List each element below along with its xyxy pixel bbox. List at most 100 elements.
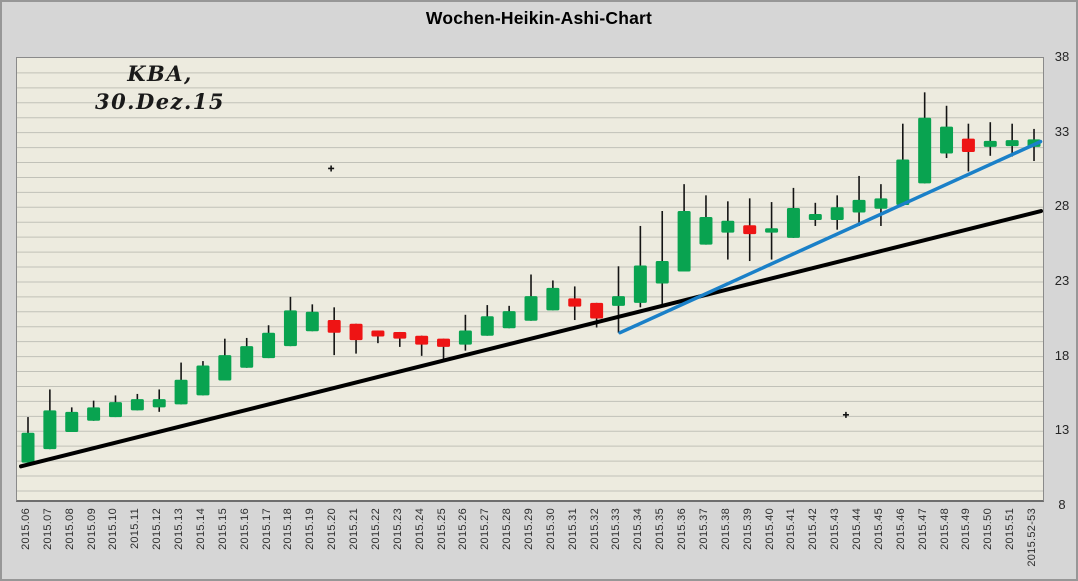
candle-2015.35: [655, 211, 669, 306]
candle-2015.43: [830, 195, 844, 230]
candle-body-up: [546, 287, 560, 311]
x-tick-label-2015.26: 2015.26: [457, 508, 470, 550]
candle-body-up: [87, 407, 101, 421]
candle-body-up: [633, 265, 647, 303]
candle-2015.15: [218, 338, 232, 381]
x-tick-label-2015.22: 2015.22: [369, 508, 382, 550]
candle-body-up: [196, 365, 210, 396]
candle-body-up: [611, 296, 625, 306]
candle-body-up: [896, 159, 910, 206]
x-tick-label-2015.49: 2015.49: [960, 508, 973, 550]
candle-2015.51: [1005, 123, 1019, 157]
chart-title: Wochen-Heikin-Ashi-Chart: [425, 8, 653, 28]
annotation-symbol: KBA,: [127, 61, 193, 86]
candle-body-up: [524, 296, 538, 321]
x-tick-label-2015.50: 2015.50: [982, 508, 995, 550]
candle-body-up: [458, 330, 472, 345]
candle-2015.41: [786, 187, 800, 238]
x-tick-label-2015.16: 2015.16: [238, 508, 251, 550]
candle-2015.07: [43, 389, 57, 450]
candle-body-up: [830, 207, 844, 220]
candle-body-down: [590, 302, 604, 319]
x-tick-label-2015.27: 2015.27: [479, 508, 492, 550]
x-tick-label-2015.28: 2015.28: [501, 508, 514, 550]
candle-body-up: [786, 208, 800, 238]
candle-2015.50: [983, 122, 997, 156]
y-tick-label-33: 33: [1054, 123, 1070, 139]
x-tick-label-2015.51: 2015.51: [1004, 508, 1017, 550]
candle-2015.38: [721, 201, 735, 260]
candle-body-up: [874, 198, 888, 209]
candle-2015.29: [524, 274, 538, 321]
x-tick-label-2015.13: 2015.13: [173, 508, 186, 550]
x-tick-label-2015.29: 2015.29: [523, 508, 535, 550]
x-tick-label-2015.17: 2015.17: [260, 508, 273, 550]
x-tick-label-2015.30: 2015.30: [544, 508, 557, 550]
x-tick-label-2015.20: 2015.20: [326, 508, 339, 550]
candle-2015.34: [633, 225, 647, 308]
candle-2015.20: [327, 307, 341, 356]
candle-body-up: [43, 410, 57, 450]
candle-2015.45: [874, 184, 888, 226]
candlestick-chart-canvas: [17, 72, 1043, 492]
candle-2015.22: [371, 330, 385, 344]
x-tick-label-2015.39: 2015.39: [741, 508, 754, 550]
x-tick-label-2015.33: 2015.33: [610, 508, 623, 550]
candle-body-up: [1005, 140, 1019, 147]
candle-body-up: [152, 399, 166, 408]
x-tick-label-2015.08: 2015.08: [63, 508, 76, 550]
candle-body-down: [371, 330, 385, 337]
candle-body-up: [262, 332, 276, 359]
candle-body-up: [480, 316, 494, 336]
x-tick-label-2015.42: 2015.42: [807, 508, 820, 550]
candle-body-up: [218, 355, 232, 381]
candle-body-up: [655, 261, 669, 284]
candle-2015.28: [502, 305, 516, 329]
candle-2015.12: [152, 389, 166, 412]
x-tick-label-2015.40: 2015.40: [763, 508, 776, 550]
candle-2015.33: [611, 266, 625, 333]
x-tick-label-2015.43: 2015.43: [829, 508, 842, 550]
candle-body-up: [65, 411, 79, 432]
x-tick-label-2015.12: 2015.12: [151, 508, 164, 550]
candle-2015.47: [918, 92, 932, 184]
candle-body-down: [415, 335, 429, 345]
candle-2015.27: [480, 305, 494, 336]
candle-2015.37: [699, 195, 713, 245]
candle-2015.36: [677, 184, 691, 272]
x-tick-label-2015.38: 2015.38: [719, 508, 732, 550]
candle-body-up: [852, 199, 866, 213]
candle-body-down: [393, 331, 407, 339]
candle-2015.21: [349, 323, 363, 354]
x-tick-label-2015.31: 2015.31: [566, 508, 579, 550]
candle-2015.42: [808, 202, 822, 226]
candle-body-up: [108, 402, 122, 418]
candle-2015.44: [852, 175, 866, 226]
candle-body-up: [283, 310, 297, 347]
candle-body-down: [568, 298, 582, 307]
candle-body-up: [918, 117, 932, 184]
candle-2015.16: [240, 337, 254, 368]
x-tick-label-2015.48: 2015.48: [938, 508, 951, 550]
x-tick-label-2015.41: 2015.41: [785, 508, 798, 550]
candle-body-down: [961, 138, 975, 153]
long-term-uptrend-line: [19, 209, 1043, 469]
candle-2015.49: [961, 123, 975, 172]
annotation-date: 30.Dez.15: [94, 89, 226, 114]
x-tick-label-2015.44: 2015.44: [851, 508, 864, 550]
candle-2015.18: [283, 296, 297, 347]
candle-2015.30: [546, 280, 560, 311]
x-tick-label-2015.34: 2015.34: [632, 508, 645, 550]
candle-2015.09: [87, 400, 101, 421]
candle-2015.13: [174, 362, 188, 405]
x-tick-label-2015.18: 2015.18: [282, 508, 295, 550]
candle-body-up: [502, 311, 516, 329]
candle-2015.19: [305, 304, 319, 332]
y-tick-label-18: 18: [1054, 347, 1070, 363]
x-tick-label-2015.10: 2015.10: [107, 508, 120, 550]
x-tick-label-2015.35: 2015.35: [654, 508, 667, 550]
candle-body-up: [677, 211, 691, 272]
candle-body-up: [940, 126, 954, 154]
short-term-uptrend-line: [618, 139, 1043, 335]
